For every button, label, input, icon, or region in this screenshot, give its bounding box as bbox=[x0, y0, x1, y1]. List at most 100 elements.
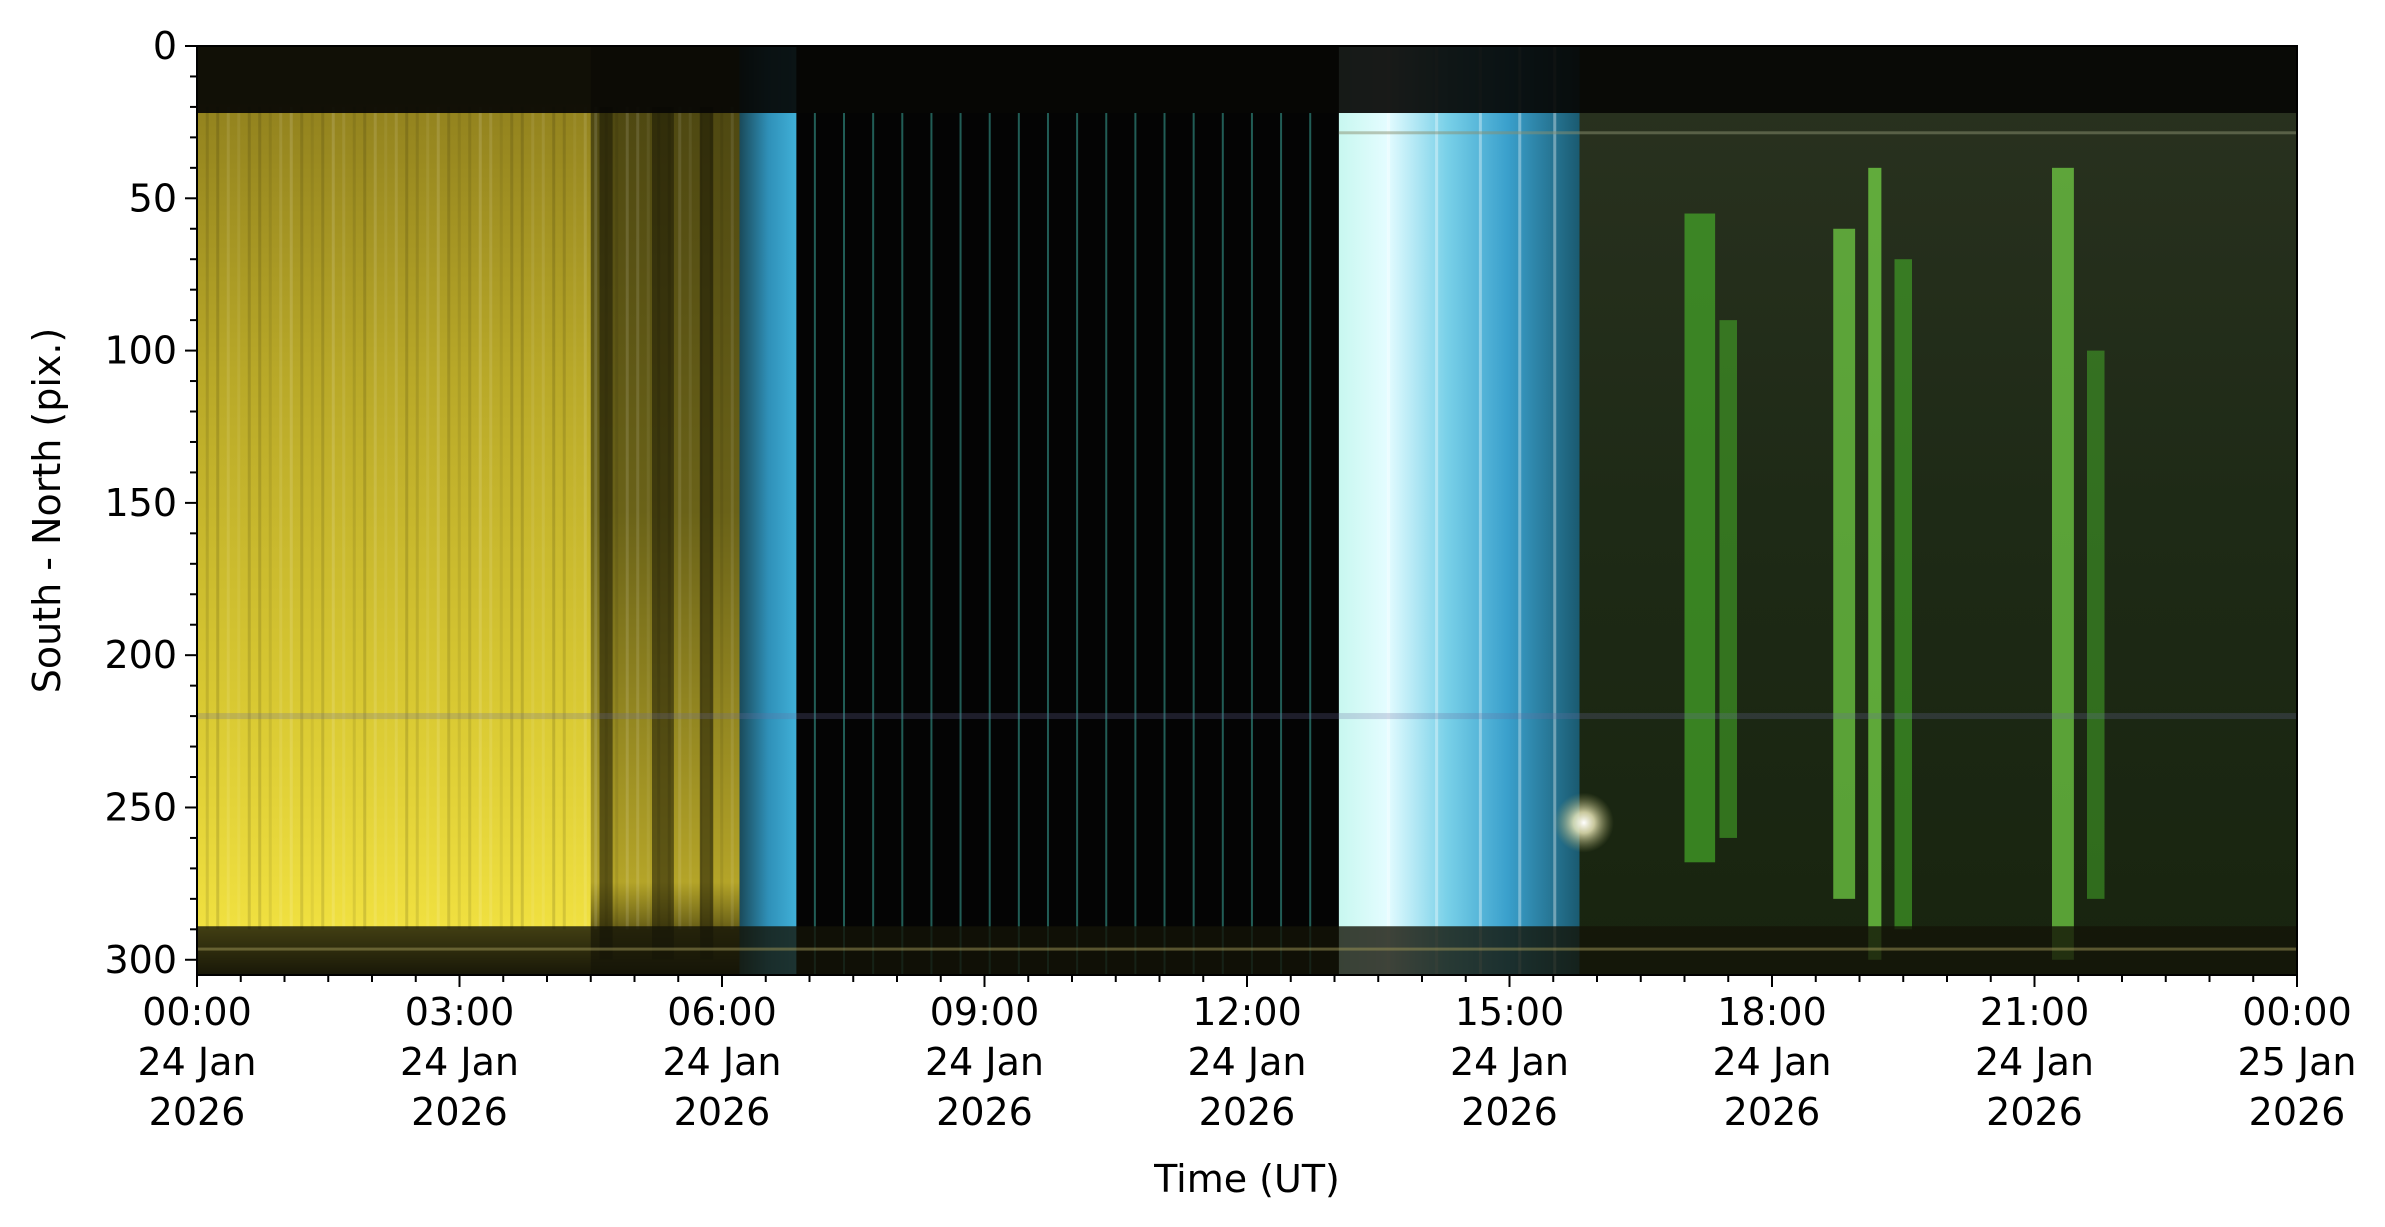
x-tick-label: 15:00 24 Jan 2026 bbox=[1450, 990, 1569, 1134]
texture-streak bbox=[678, 106, 682, 930]
texture-streak bbox=[237, 106, 241, 930]
texture-streak bbox=[562, 106, 566, 930]
texture-streak bbox=[510, 106, 514, 930]
texture-streak bbox=[279, 106, 283, 930]
texture-streak bbox=[300, 106, 304, 930]
frame-stripe bbox=[1478, 46, 1482, 975]
y-tick-label: 100 bbox=[104, 329, 177, 373]
frame-stripe bbox=[813, 113, 816, 975]
y-tick-label: 0 bbox=[153, 24, 177, 68]
texture-streak bbox=[258, 106, 262, 930]
frame-stripe bbox=[1309, 113, 1312, 975]
frame-stripe bbox=[872, 113, 875, 975]
texture-streak bbox=[646, 106, 650, 930]
texture-streak bbox=[205, 106, 209, 930]
horizon-line bbox=[1338, 131, 2297, 135]
aurora-streak bbox=[1868, 167, 1882, 960]
aurora-streak bbox=[1684, 213, 1716, 863]
texture-streak bbox=[289, 106, 293, 930]
keogram-image bbox=[197, 46, 2297, 975]
frame-stripe bbox=[843, 113, 846, 975]
frame-stripe bbox=[901, 113, 904, 975]
frame-stripe bbox=[1221, 113, 1224, 975]
texture-streak bbox=[489, 106, 493, 930]
texture-streak bbox=[573, 106, 577, 930]
frame-stripe bbox=[1046, 113, 1049, 975]
y-axis-label: South - North (pix.) bbox=[25, 328, 69, 694]
texture-streak bbox=[268, 106, 272, 930]
texture-streak bbox=[625, 106, 629, 930]
texture-streak bbox=[720, 106, 724, 930]
y-tick-label: 50 bbox=[129, 176, 177, 220]
y-tick-label: 300 bbox=[104, 938, 177, 982]
x-axis: 00:00 24 Jan 2026 03:00 24 Jan 2026 06:00 24 Ja… bbox=[137, 975, 2357, 1134]
x-tick-label: 00:00 24 Jan 2026 bbox=[137, 990, 256, 1134]
frame-stripe bbox=[1163, 113, 1166, 975]
texture-streak bbox=[415, 106, 419, 930]
dark-dip bbox=[700, 106, 714, 960]
horizon-line bbox=[197, 947, 2297, 951]
x-tick-label: 09:00 24 Jan 2026 bbox=[925, 990, 1044, 1134]
texture-streak bbox=[499, 106, 503, 930]
texture-streak bbox=[583, 106, 587, 930]
frame-stripe bbox=[1518, 46, 1522, 975]
frame-stripe bbox=[1387, 46, 1390, 975]
texture-streak bbox=[520, 106, 524, 930]
texture-streak bbox=[321, 106, 325, 930]
texture-streak bbox=[226, 106, 230, 930]
frame-stripe bbox=[1076, 113, 1079, 975]
texture-streak bbox=[688, 106, 692, 930]
texture-streak bbox=[426, 106, 430, 930]
texture-streak bbox=[373, 106, 377, 930]
aurora-streak bbox=[2087, 350, 2105, 899]
texture-streak bbox=[405, 106, 409, 930]
sensor-row bbox=[197, 713, 2297, 720]
frame-stripe bbox=[988, 113, 991, 975]
texture-streak bbox=[384, 106, 388, 930]
segment-cyan bbox=[739, 46, 797, 975]
texture-streak bbox=[730, 106, 734, 930]
y-tick-label: 250 bbox=[104, 785, 177, 829]
frame-stripe bbox=[1017, 113, 1020, 975]
dark-dip bbox=[599, 106, 613, 960]
texture-streak bbox=[436, 106, 440, 930]
x-tick-label: 12:00 24 Jan 2026 bbox=[1187, 990, 1306, 1134]
dark-dip bbox=[652, 106, 674, 960]
texture-streak bbox=[447, 106, 451, 930]
texture-streak bbox=[478, 106, 482, 930]
texture-streak bbox=[457, 106, 461, 930]
y-tick-label: 200 bbox=[104, 633, 177, 677]
x-tick-label: 06:00 24 Jan 2026 bbox=[662, 990, 781, 1134]
texture-streak bbox=[342, 106, 346, 930]
frame-stripe bbox=[930, 113, 933, 975]
frame-stripe bbox=[1553, 46, 1557, 975]
texture-streak bbox=[331, 106, 335, 930]
horizon-band-top bbox=[197, 46, 2297, 114]
frame-stripe bbox=[959, 113, 962, 975]
y-axis: 0 50 100 150 200 250 300 bbox=[104, 24, 197, 982]
texture-streak bbox=[615, 106, 619, 930]
texture-streak bbox=[352, 106, 356, 930]
y-tick-label: 150 bbox=[104, 481, 177, 525]
x-tick-label: 00:00 25 Jan 2026 bbox=[2237, 990, 2356, 1134]
frame-stripe bbox=[1134, 113, 1137, 975]
frame-stripe bbox=[1250, 113, 1253, 975]
aurora-streak bbox=[1833, 228, 1856, 899]
segment-black-striped bbox=[796, 46, 1340, 975]
x-tick-label: 21:00 24 Jan 2026 bbox=[1975, 990, 2094, 1134]
texture-streak bbox=[394, 106, 398, 930]
frame-stripe bbox=[1435, 46, 1439, 975]
aurora-streak bbox=[1719, 320, 1737, 838]
x-tick-label: 03:00 24 Jan 2026 bbox=[400, 990, 519, 1134]
x-axis-label: Time (UT) bbox=[1153, 1157, 1340, 1201]
texture-streak bbox=[531, 106, 535, 930]
segment-bright-cyan bbox=[1338, 46, 1580, 975]
aurora-streak bbox=[2052, 167, 2074, 960]
texture-streak bbox=[468, 106, 472, 930]
texture-streak bbox=[363, 106, 367, 930]
texture-streak bbox=[552, 106, 556, 930]
frame-stripe bbox=[1105, 113, 1108, 975]
texture-streak bbox=[216, 106, 220, 930]
aurora-streak bbox=[1894, 259, 1912, 930]
